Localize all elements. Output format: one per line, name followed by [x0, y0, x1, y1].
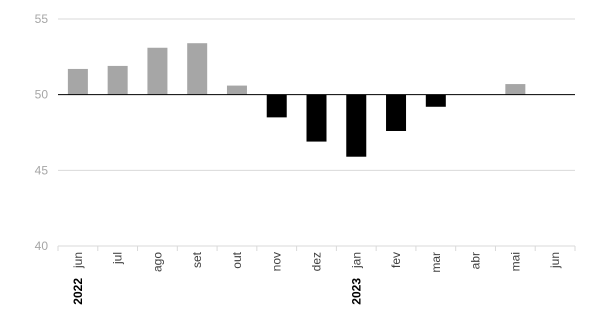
- x-tick-group: jun: [548, 252, 562, 269]
- x-tick-label: abr: [469, 252, 483, 269]
- x-tick-group: ago: [150, 252, 164, 272]
- y-tick-label: 50: [35, 88, 49, 102]
- y-tick-label: 40: [35, 239, 49, 253]
- x-tick-label: jun: [548, 252, 562, 269]
- x-tick-group: jan 2023: [349, 252, 363, 305]
- bars: [67, 43, 566, 157]
- bar-mai: [505, 84, 526, 95]
- x-tick-group: jun 2022: [71, 252, 85, 305]
- x-tick-group: dez: [310, 252, 324, 271]
- x-tick-label: set: [190, 251, 204, 268]
- x-tick-label: mar: [429, 252, 443, 273]
- x-tick-group: nov: [270, 252, 284, 271]
- x-tick-label: mai: [508, 252, 522, 271]
- year-label: 2023: [349, 278, 363, 305]
- bar-nov: [266, 94, 287, 118]
- x-tick-label: jun: [71, 252, 85, 269]
- x-tick-label: fev: [389, 252, 403, 268]
- x-tick-group: out: [230, 251, 244, 268]
- x-tick-label: dez: [310, 252, 324, 271]
- y-axis: 40 45 50 55: [35, 12, 49, 253]
- x-tick-group: mar: [429, 252, 443, 273]
- bar-dez: [306, 94, 327, 142]
- y-tick-label: 45: [35, 163, 49, 177]
- bar-out: [226, 85, 247, 95]
- x-axis: jun 2022 jul ago set out nov dez jan 2023 fev mar ab…: [57, 94, 576, 305]
- x-tick-label: nov: [270, 252, 284, 271]
- x-tick-label: ago: [150, 252, 164, 272]
- x-tick-group: fev: [389, 252, 403, 268]
- x-tick-group: mai: [508, 252, 522, 271]
- x-tick-label: jan: [349, 252, 363, 269]
- bar-set: [187, 43, 208, 95]
- y-tick-label: 55: [35, 12, 49, 26]
- bar-jun-2022: [67, 68, 88, 95]
- x-tick-label: out: [230, 251, 244, 268]
- x-tick-group: abr: [469, 252, 483, 269]
- bar-jan-2023: [346, 94, 367, 157]
- bar-ago: [147, 47, 168, 95]
- bar-mar: [425, 94, 446, 107]
- x-tick-group: jul: [111, 252, 125, 265]
- bar-jul: [107, 65, 128, 95]
- x-tick-label: jul: [111, 252, 125, 265]
- bar-fev: [386, 94, 407, 131]
- x-tick-group: set: [190, 251, 204, 268]
- year-label: 2022: [71, 278, 85, 305]
- gridlines: [58, 18, 575, 247]
